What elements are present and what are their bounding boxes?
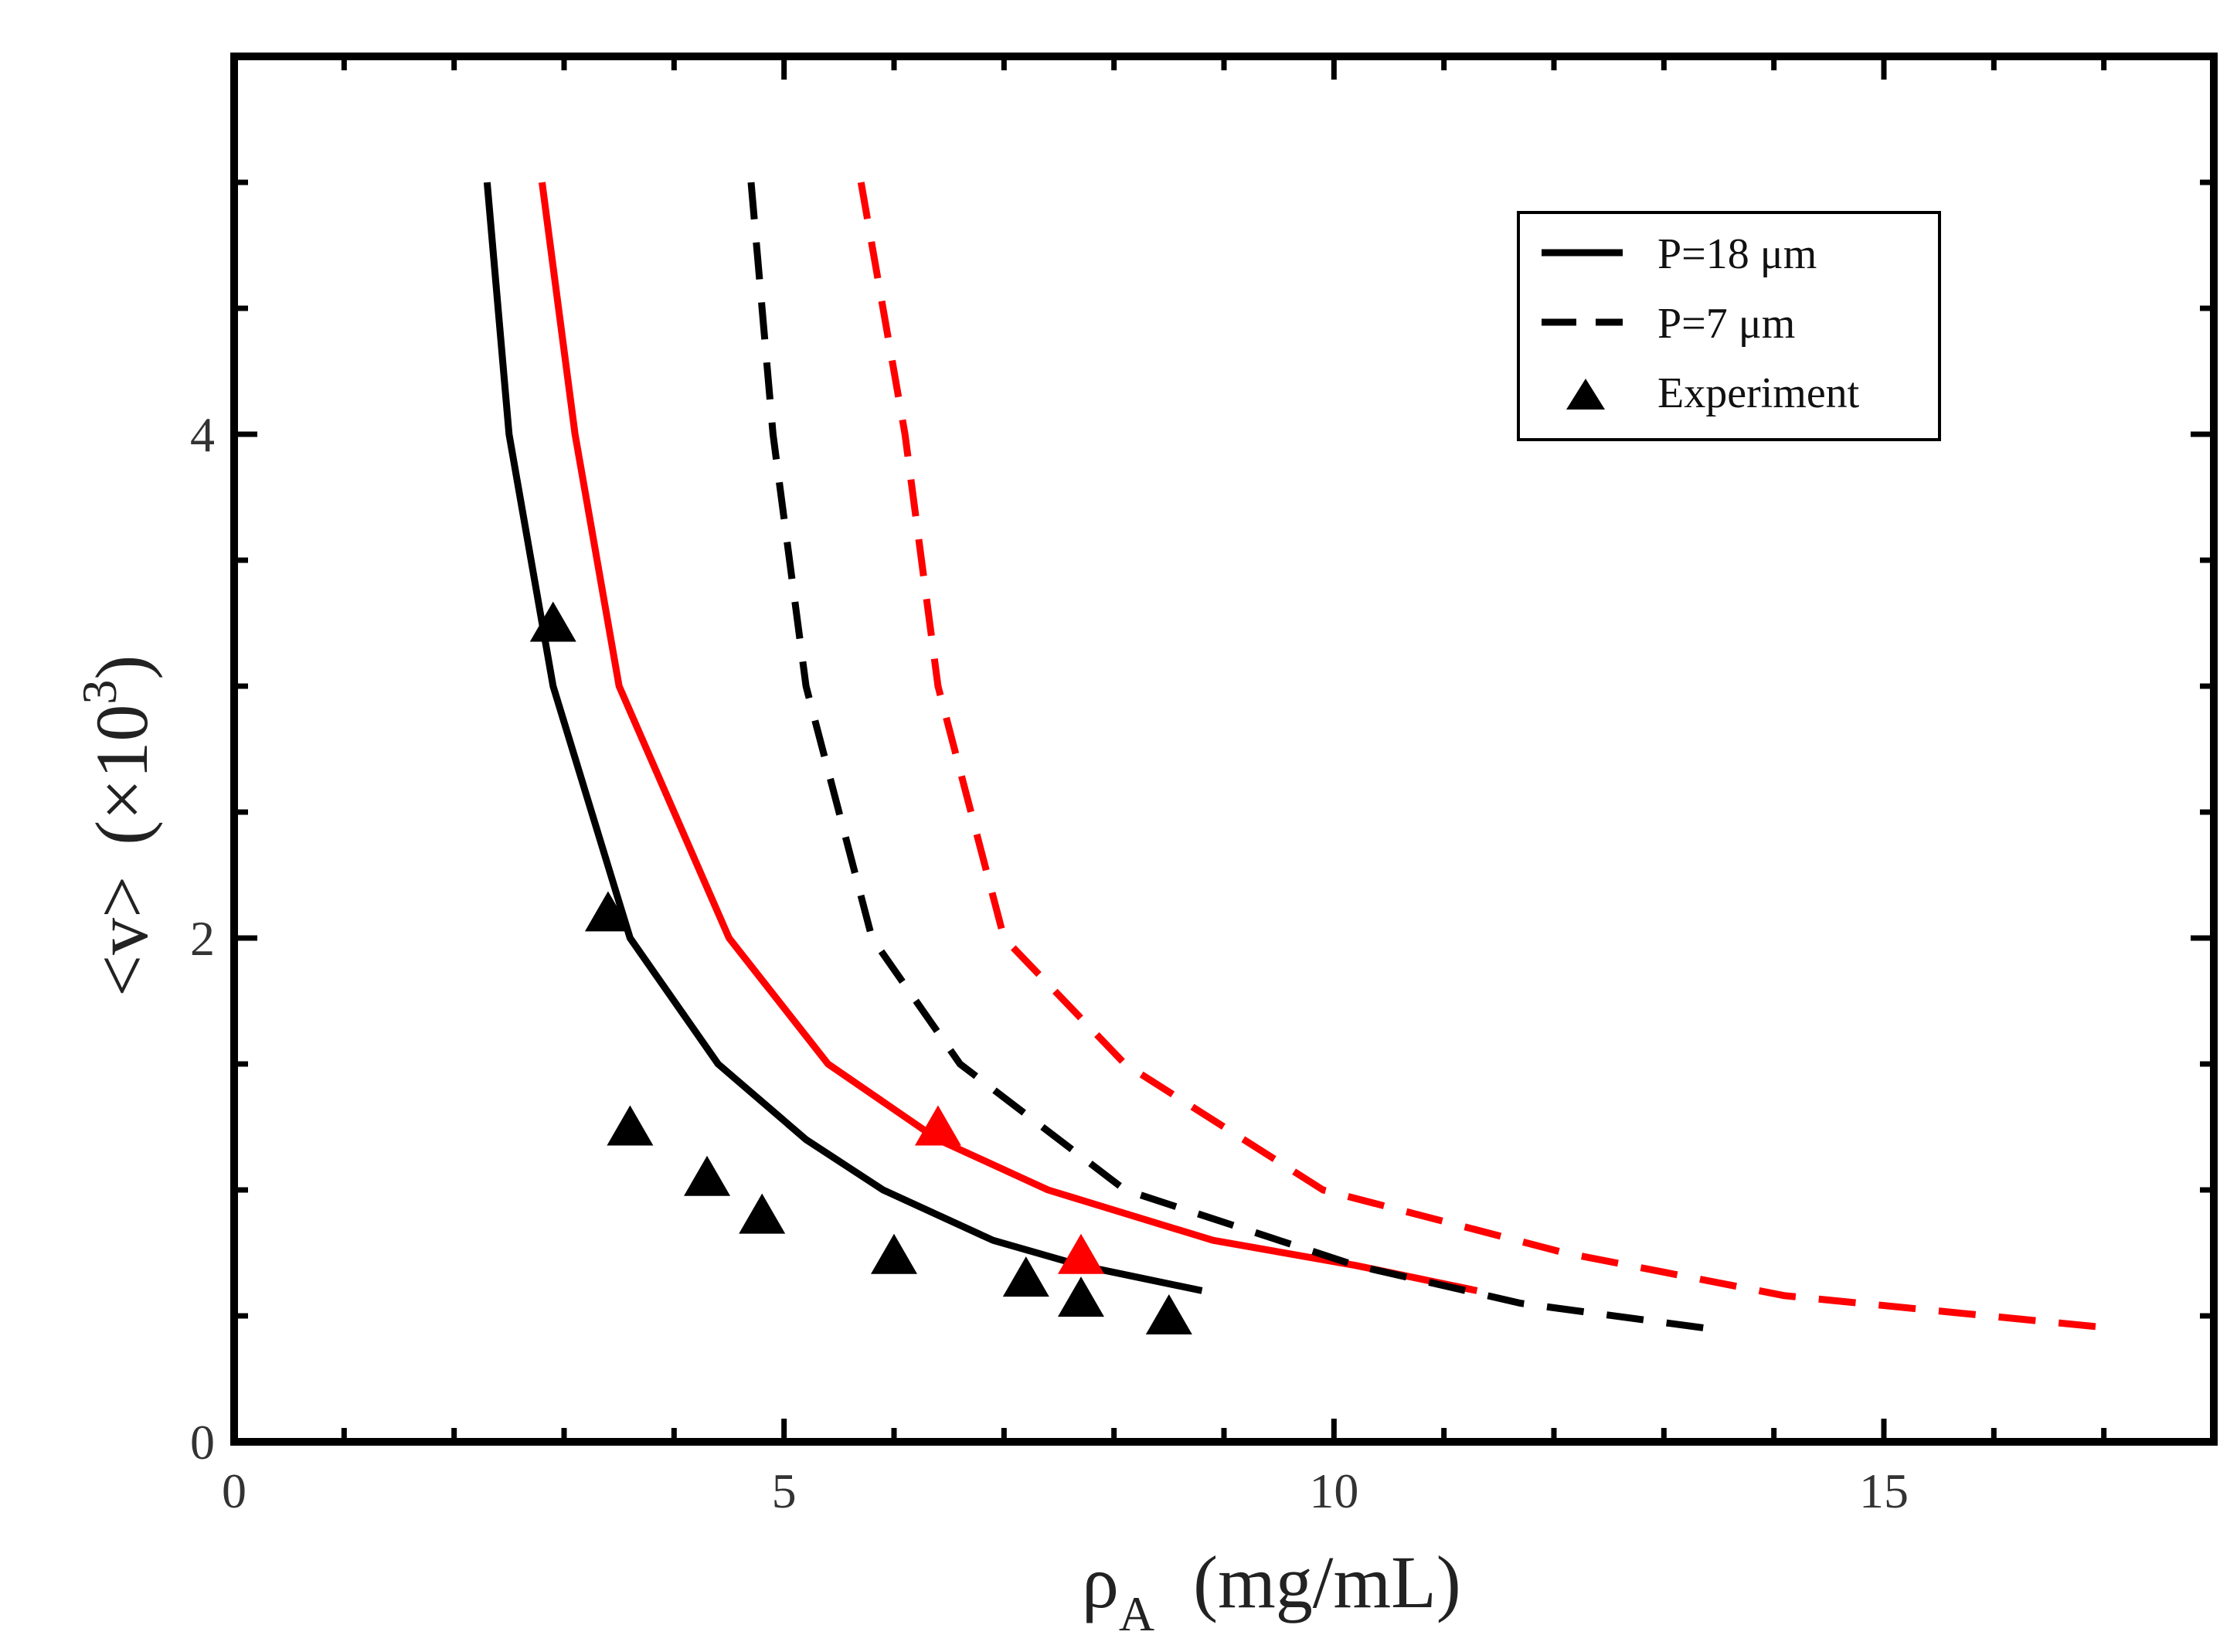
- x-axis-title: ρA (mg/mL): [1082, 1541, 1461, 1641]
- experiment-point: [1057, 1233, 1104, 1274]
- series-line: [747, 182, 1708, 1332]
- y-axis-multiplier: (×10: [80, 705, 163, 845]
- x-axis-symbol: ρ: [1082, 1541, 1119, 1623]
- x-tick-label: 5: [772, 1463, 797, 1518]
- x-axis-units: (mg/mL): [1193, 1541, 1461, 1623]
- experiment-point: [607, 1105, 654, 1146]
- experiment-point: [871, 1233, 917, 1274]
- experiment-point: [739, 1193, 786, 1234]
- series-line: [539, 182, 1478, 1294]
- series-line: [857, 182, 2116, 1332]
- experiment-point: [914, 1105, 961, 1146]
- legend-label-dashed: P=7 μm: [1657, 300, 1795, 348]
- x-tick-label: 10: [1309, 1463, 1358, 1518]
- series-layer: [483, 182, 2116, 1332]
- experiment-point: [684, 1155, 731, 1196]
- legend-label-solid: P=18 μm: [1657, 230, 1817, 278]
- experiment-point: [529, 601, 576, 642]
- y-axis-title: <v> (×103): [72, 655, 163, 997]
- experiment-point: [1002, 1256, 1049, 1297]
- markers-layer: [529, 601, 1192, 1334]
- legend-triangle-swatch: [1566, 379, 1605, 410]
- y-tick-label: 4: [190, 407, 215, 462]
- legend-label-experiment: Experiment: [1657, 369, 1860, 417]
- tick-labels-layer: 0 5 10 15 0 2 4: [190, 407, 1909, 1518]
- y-tick-label: 0: [190, 1415, 215, 1470]
- x-axis-subscript: A: [1119, 1586, 1154, 1641]
- y-axis-symbol: <v>: [80, 876, 163, 997]
- y-axis-close: ): [80, 655, 163, 680]
- y-tick-label: 2: [190, 911, 215, 966]
- experiment-point: [584, 891, 631, 932]
- x-tick-label: 0: [222, 1463, 246, 1518]
- x-tick-label: 15: [1859, 1463, 1909, 1518]
- series-line: [483, 182, 1203, 1294]
- experiment-point: [1057, 1276, 1104, 1317]
- experiment-point: [1145, 1294, 1192, 1334]
- legend: P=18 μm P=7 μm Experiment: [1517, 211, 1941, 441]
- plot-frame: [230, 53, 2218, 1446]
- y-axis-exponent: 3: [72, 680, 127, 705]
